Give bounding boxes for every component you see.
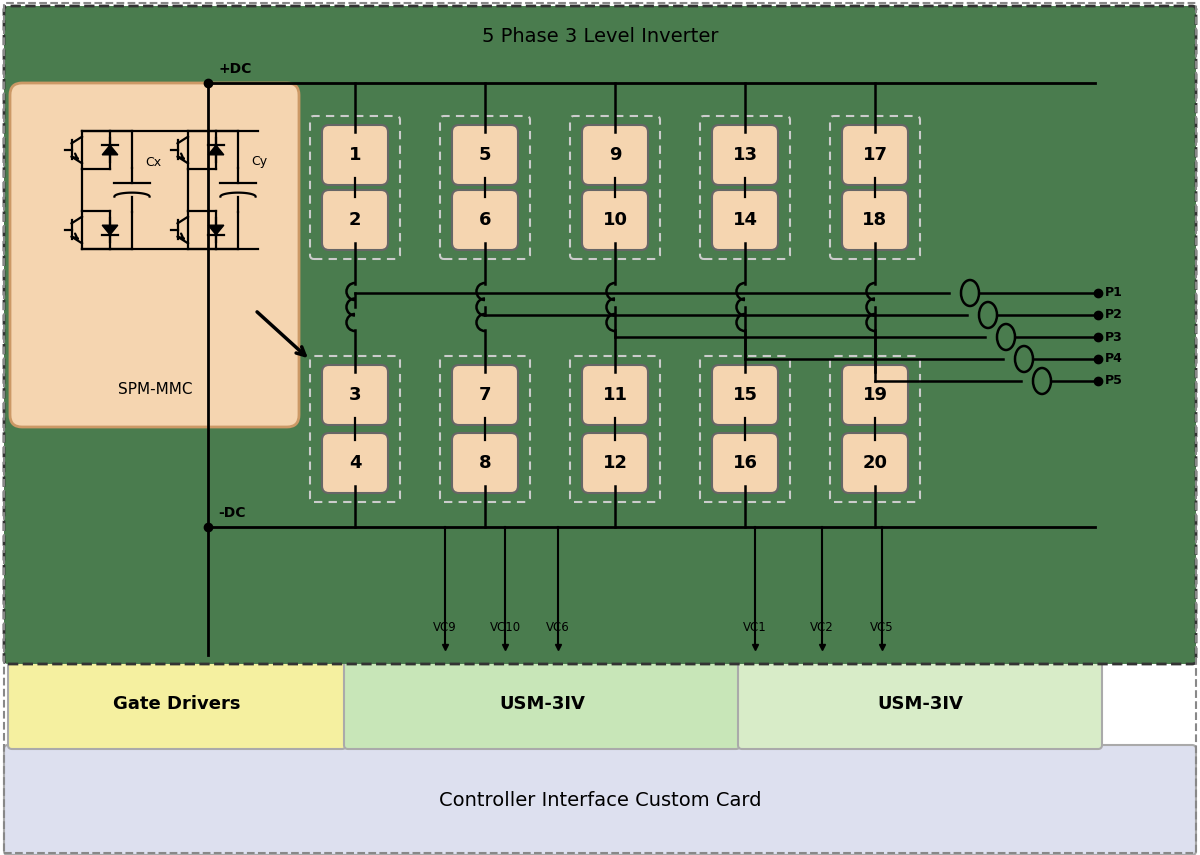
Text: VC1: VC1	[743, 621, 767, 634]
Text: USM-3IV: USM-3IV	[499, 695, 584, 713]
FancyBboxPatch shape	[712, 190, 778, 250]
FancyBboxPatch shape	[452, 433, 518, 493]
Text: 15: 15	[732, 386, 757, 404]
Text: 13: 13	[732, 146, 757, 164]
FancyBboxPatch shape	[322, 190, 388, 250]
Text: 9: 9	[608, 146, 622, 164]
Text: 8: 8	[479, 454, 491, 472]
FancyBboxPatch shape	[842, 125, 908, 185]
Text: 10: 10	[602, 211, 628, 229]
FancyBboxPatch shape	[322, 125, 388, 185]
Text: 12: 12	[602, 454, 628, 472]
FancyBboxPatch shape	[4, 6, 1196, 664]
FancyBboxPatch shape	[842, 433, 908, 493]
Text: VC6: VC6	[546, 621, 570, 634]
FancyBboxPatch shape	[842, 190, 908, 250]
Text: USM-3IV: USM-3IV	[877, 695, 962, 713]
FancyBboxPatch shape	[738, 659, 1102, 749]
Text: 16: 16	[732, 454, 757, 472]
Text: VC2: VC2	[810, 621, 834, 634]
FancyBboxPatch shape	[452, 125, 518, 185]
Text: 17: 17	[863, 146, 888, 164]
FancyBboxPatch shape	[712, 125, 778, 185]
FancyBboxPatch shape	[582, 125, 648, 185]
FancyBboxPatch shape	[8, 659, 346, 749]
FancyBboxPatch shape	[452, 190, 518, 250]
Text: P1: P1	[1105, 286, 1123, 299]
Text: 20: 20	[863, 454, 888, 472]
Polygon shape	[209, 225, 224, 235]
FancyBboxPatch shape	[582, 190, 648, 250]
Text: Gate Drivers: Gate Drivers	[113, 695, 241, 713]
Text: P4: P4	[1105, 352, 1123, 365]
FancyBboxPatch shape	[10, 83, 299, 427]
Text: 7: 7	[479, 386, 491, 404]
FancyBboxPatch shape	[712, 365, 778, 425]
Text: 5 Phase 3 Level Inverter: 5 Phase 3 Level Inverter	[481, 27, 719, 46]
Text: P5: P5	[1105, 374, 1123, 387]
Text: 1: 1	[349, 146, 361, 164]
Text: -DC: -DC	[218, 506, 246, 520]
Text: P3: P3	[1105, 331, 1123, 344]
Text: Controller Interface Custom Card: Controller Interface Custom Card	[439, 791, 761, 810]
Text: Cy: Cy	[251, 156, 268, 168]
FancyBboxPatch shape	[712, 433, 778, 493]
Text: 4: 4	[349, 454, 361, 472]
Polygon shape	[102, 225, 118, 235]
FancyBboxPatch shape	[582, 433, 648, 493]
FancyBboxPatch shape	[344, 659, 740, 749]
FancyBboxPatch shape	[4, 745, 1196, 855]
Text: 14: 14	[732, 211, 757, 229]
Text: P2: P2	[1105, 309, 1123, 321]
Polygon shape	[209, 145, 224, 155]
Text: 2: 2	[349, 211, 361, 229]
FancyBboxPatch shape	[322, 365, 388, 425]
Text: 6: 6	[479, 211, 491, 229]
FancyBboxPatch shape	[582, 365, 648, 425]
Text: VC9: VC9	[433, 621, 457, 634]
Text: Cx: Cx	[145, 156, 161, 168]
FancyBboxPatch shape	[842, 365, 908, 425]
Text: SPM-MMC: SPM-MMC	[118, 382, 192, 398]
FancyBboxPatch shape	[452, 365, 518, 425]
FancyBboxPatch shape	[322, 433, 388, 493]
Text: 18: 18	[863, 211, 888, 229]
Text: 5: 5	[479, 146, 491, 164]
Text: VC10: VC10	[490, 621, 521, 634]
Text: 11: 11	[602, 386, 628, 404]
Text: +DC: +DC	[218, 62, 251, 76]
Text: VC5: VC5	[870, 621, 894, 634]
Text: 19: 19	[863, 386, 888, 404]
Polygon shape	[102, 145, 118, 155]
Text: 3: 3	[349, 386, 361, 404]
